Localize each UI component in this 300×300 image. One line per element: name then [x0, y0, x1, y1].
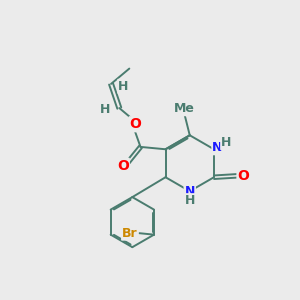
Text: Me: Me	[174, 102, 195, 115]
Text: Br: Br	[122, 227, 138, 240]
Text: O: O	[117, 159, 129, 173]
Text: O: O	[238, 169, 249, 183]
Text: H: H	[118, 80, 129, 93]
Text: N: N	[212, 141, 223, 154]
Text: N: N	[184, 185, 195, 198]
Text: H: H	[184, 194, 195, 207]
Text: H: H	[221, 136, 232, 149]
Text: O: O	[130, 117, 141, 131]
Text: H: H	[100, 103, 110, 116]
